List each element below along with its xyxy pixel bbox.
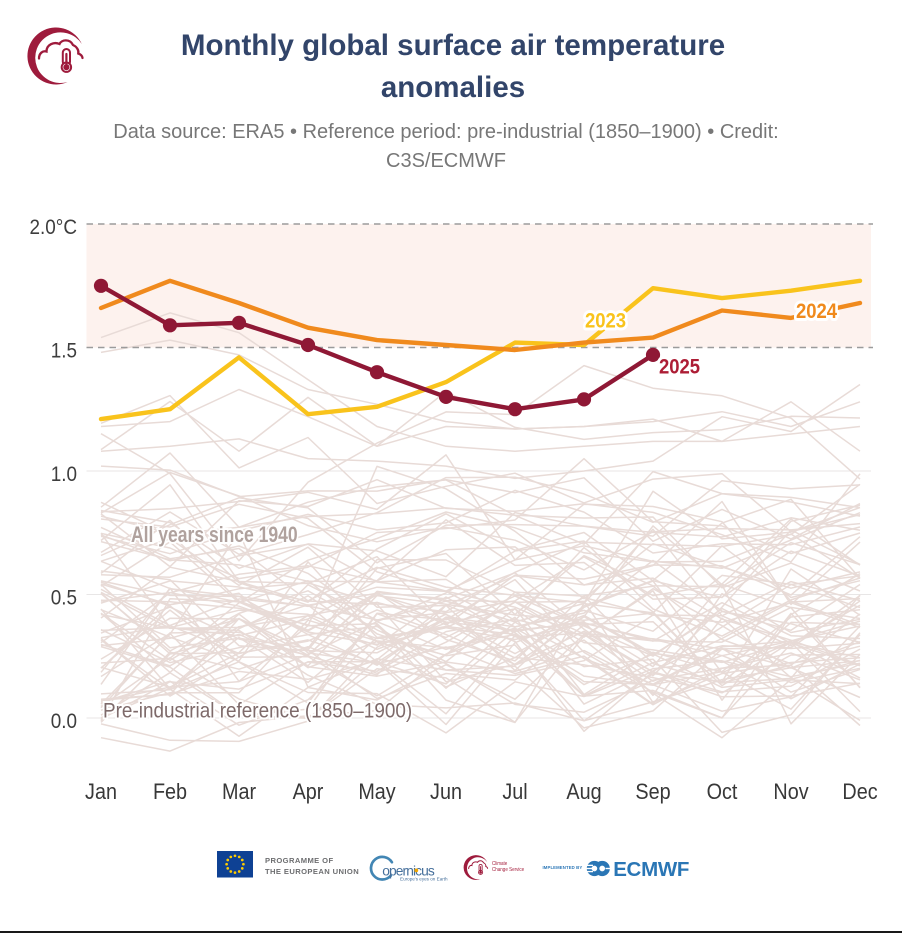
svg-text:Feb: Feb	[153, 780, 187, 804]
svg-text:Nov: Nov	[773, 780, 809, 804]
svg-text:Sep: Sep	[635, 780, 670, 804]
svg-text:1.0: 1.0	[51, 463, 77, 486]
svg-text:May: May	[358, 780, 396, 804]
svg-text:Pre-industrial reference (1850: Pre-industrial reference (1850–1900)	[103, 699, 412, 722]
svg-text:2025: 2025	[659, 355, 700, 378]
svg-text:2.0°C: 2.0°C	[29, 216, 77, 239]
svg-text:Jan: Jan	[85, 780, 117, 804]
svg-text:Europe's eyes on Earth: Europe's eyes on Earth	[400, 876, 448, 881]
svg-text:Apr: Apr	[293, 780, 324, 804]
svg-text:Jun: Jun	[430, 780, 462, 804]
svg-text:2024: 2024	[796, 300, 837, 323]
svg-text:Oct: Oct	[707, 780, 738, 804]
svg-text:ECMWF: ECMWF	[613, 858, 689, 880]
svg-text:All years since 1940: All years since 1940	[131, 523, 298, 548]
svg-text:opernicus: opernicus	[382, 864, 435, 879]
svg-text:0.5: 0.5	[51, 586, 77, 609]
svg-text:0.0: 0.0	[51, 710, 77, 733]
svg-text:2023: 2023	[585, 309, 626, 332]
svg-text:1.5: 1.5	[51, 339, 77, 362]
svg-text:Aug: Aug	[566, 780, 601, 804]
svg-text:Dec: Dec	[842, 780, 877, 804]
svg-text:Mar: Mar	[222, 780, 256, 804]
svg-text:Jul: Jul	[502, 780, 527, 804]
